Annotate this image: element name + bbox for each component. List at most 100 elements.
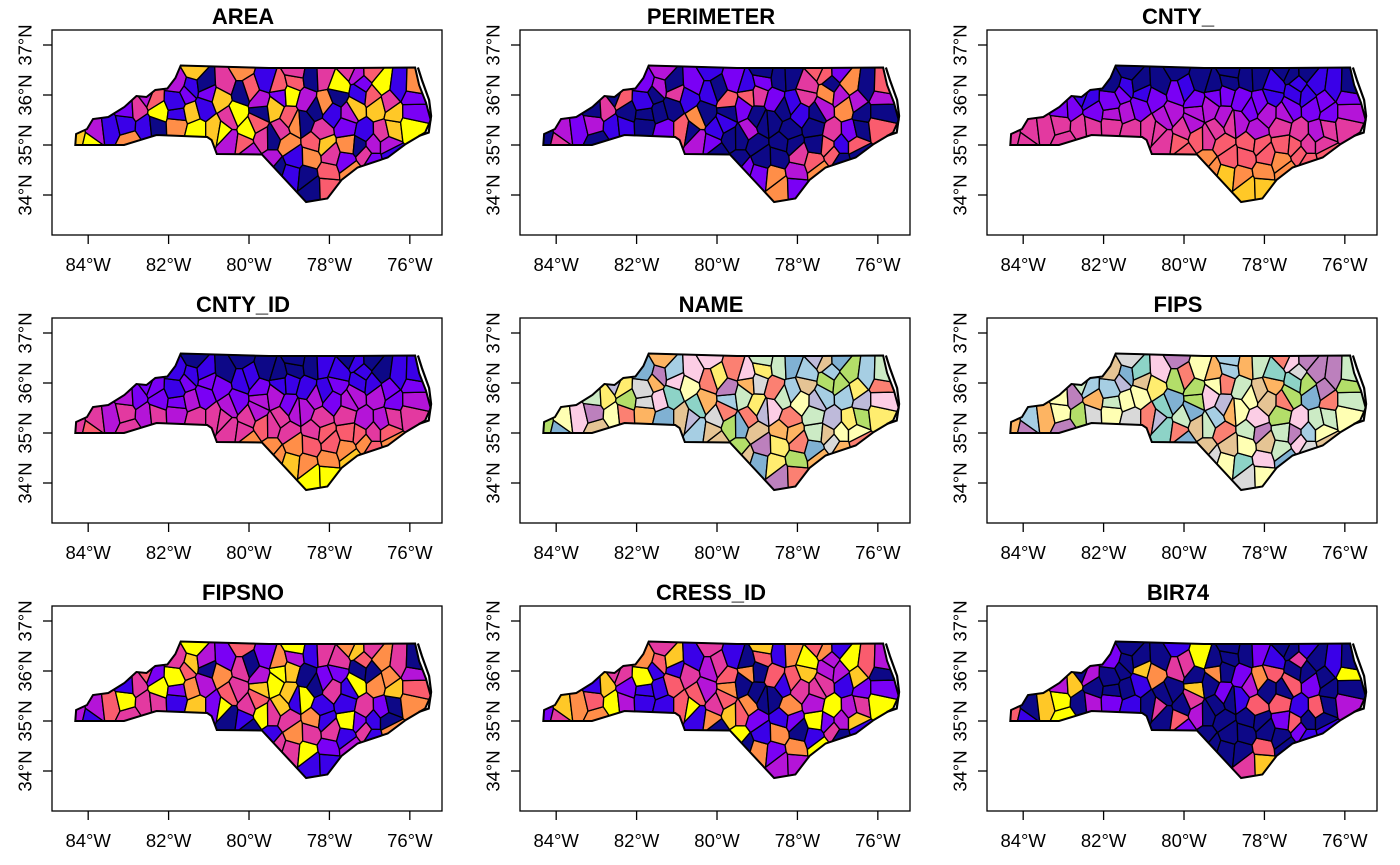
x-tick-label: 76°W [1322, 830, 1368, 851]
x-tick-label: 82°W [1081, 254, 1127, 275]
x-tick-label: 84°W [65, 830, 111, 851]
county-polygons [74, 352, 432, 491]
panel-title: FIPSNO [202, 580, 284, 605]
y-tick-label: 35°N [482, 700, 503, 741]
x-tick-label: 76°W [1322, 542, 1368, 563]
y-tick-label: 37°N [949, 600, 970, 641]
plot-frame [986, 605, 1378, 812]
barrier-islands [416, 67, 433, 138]
x-tick-label: 76°W [387, 830, 433, 851]
x-tick-label: 80°W [694, 254, 740, 275]
x-tick-label: 78°W [307, 830, 353, 851]
x-tick-label: 82°W [614, 830, 660, 851]
panel-title: CRESS_ID [656, 580, 766, 605]
state-outline [1009, 640, 1367, 780]
y-tick-label: 37°N [949, 312, 970, 353]
state-outline [542, 640, 900, 780]
county-polygons [1009, 64, 1367, 203]
barrier-islands [884, 355, 901, 426]
map-panel-cress-id: CRESS_ID 84°W 82°W 80°W 78°W 76°W 34°N 35°N 36°N… [482, 580, 911, 851]
barrier-islands [1351, 67, 1368, 138]
x-tick-label: 84°W [65, 542, 111, 563]
x-tick-label: 76°W [1322, 254, 1368, 275]
state-outline [74, 64, 432, 204]
county-polygon [633, 117, 657, 137]
map-panel-bir74: BIR74 84°W 82°W 80°W 78°W 76°W 34°N 35°N 36°N 37°… [949, 580, 1378, 851]
plot-frame [51, 605, 443, 812]
x-tick-label: 76°W [387, 542, 433, 563]
y-tick-label: 34°N [482, 462, 503, 503]
plot-frame [51, 29, 443, 236]
map-panel-name: NAME 84°W 82°W 80°W 78°W 76°W 34°N 35°N 36°N 37°N [482, 292, 911, 563]
x-tick-label: 80°W [226, 542, 272, 563]
x-tick-label: 78°W [1242, 254, 1288, 275]
county-polygons [74, 64, 432, 203]
barrier-islands [884, 67, 901, 138]
y-tick-label: 36°N [482, 362, 503, 403]
y-tick-label: 34°N [482, 174, 503, 215]
y-tick-label: 34°N [949, 174, 970, 215]
state-outline [542, 352, 900, 492]
x-tick-label: 76°W [855, 830, 901, 851]
x-tick-label: 84°W [533, 542, 579, 563]
y-tick-label: 36°N [14, 74, 35, 115]
y-tick-label: 34°N [482, 750, 503, 791]
county-polygon [1100, 405, 1124, 425]
barrier-islands [416, 643, 433, 714]
x-tick-label: 84°W [1000, 254, 1046, 275]
barrier-islands [1351, 355, 1368, 426]
y-tick-label: 37°N [14, 24, 35, 65]
x-tick-label: 76°W [855, 542, 901, 563]
y-tick-label: 37°N [14, 312, 35, 353]
plot-frame [986, 317, 1378, 524]
x-tick-label: 80°W [226, 254, 272, 275]
panel-title: BIR74 [1147, 580, 1210, 605]
county-polygon [165, 117, 189, 137]
x-tick-label: 78°W [1242, 830, 1288, 851]
county-polygon [165, 693, 189, 713]
county-polygon [1100, 693, 1124, 713]
county-polygon [633, 405, 657, 425]
panel-title: PERIMETER [647, 4, 775, 29]
x-tick-label: 82°W [146, 830, 192, 851]
y-tick-label: 35°N [14, 700, 35, 741]
x-tick-label: 78°W [775, 254, 821, 275]
x-tick-label: 84°W [533, 254, 579, 275]
plot-frame [519, 605, 911, 812]
x-tick-label: 82°W [146, 254, 192, 275]
x-tick-label: 80°W [1161, 254, 1207, 275]
y-tick-label: 34°N [949, 462, 970, 503]
x-tick-label: 84°W [65, 254, 111, 275]
state-outline [74, 640, 432, 780]
barrier-islands [884, 643, 901, 714]
county-polygons [542, 352, 900, 491]
x-tick-label: 78°W [1242, 542, 1288, 563]
county-polygon [165, 405, 189, 425]
y-tick-label: 36°N [949, 362, 970, 403]
y-tick-label: 35°N [949, 700, 970, 741]
y-tick-label: 36°N [949, 650, 970, 691]
y-tick-label: 34°N [14, 462, 35, 503]
barrier-islands [1351, 643, 1368, 714]
state-outline [74, 352, 432, 492]
x-tick-label: 84°W [1000, 542, 1046, 563]
y-tick-label: 37°N [482, 600, 503, 641]
x-tick-label: 84°W [533, 830, 579, 851]
x-tick-label: 78°W [307, 542, 353, 563]
county-polygon [633, 693, 657, 713]
y-tick-label: 37°N [482, 24, 503, 65]
y-tick-label: 35°N [949, 412, 970, 453]
x-tick-label: 78°W [307, 254, 353, 275]
y-tick-label: 36°N [949, 74, 970, 115]
map-panel-perimeter: PERIMETER 84°W 82°W 80°W 78°W 76°W 34°N 35°N 36°… [482, 4, 911, 275]
map-panel-fips: FIPS 84°W 82°W 80°W 78°W 76°W 34°N 35°N 36°N 37°N [949, 292, 1378, 563]
map-panel-fipsno: FIPSNO 84°W 82°W 80°W 78°W 76°W 34°N 35°N 36°N 37… [14, 580, 443, 851]
state-outline [1009, 352, 1367, 492]
x-tick-label: 80°W [1161, 830, 1207, 851]
x-tick-label: 78°W [775, 542, 821, 563]
panel-title: CNTY_ [1142, 4, 1215, 29]
county-polygons [542, 640, 900, 779]
plot-frame [51, 317, 443, 524]
y-tick-label: 34°N [14, 750, 35, 791]
x-tick-label: 78°W [775, 830, 821, 851]
